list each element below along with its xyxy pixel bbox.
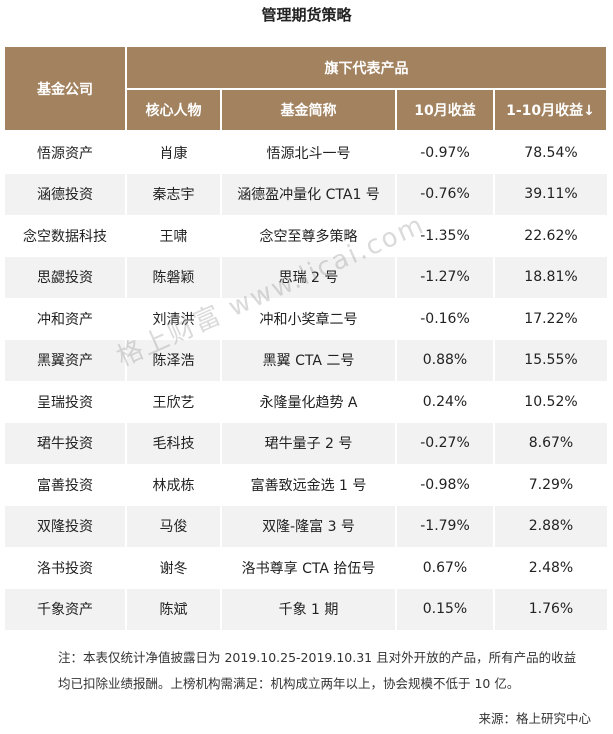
table-cell: -0.16%: [395, 298, 494, 340]
table-cell: 黑翼 CTA 二号: [220, 339, 396, 381]
table-cell: -0.98%: [395, 464, 494, 506]
table-cell: 15.55%: [493, 339, 607, 381]
table-row: 富善投资 林成栋 富善致远金选 1 号 -0.98% 7.29%: [3, 464, 607, 506]
table-cell: 10.52%: [493, 381, 607, 423]
header-cell: 基金简称: [220, 88, 397, 132]
table-cell: 永隆量化趋势 A: [220, 381, 396, 423]
table-cell: -1.27%: [395, 256, 494, 298]
table-cell: 洛书投资: [3, 547, 126, 589]
header-cell: 10月收益: [395, 88, 495, 132]
table-row: 千象资产 陈斌 千象 1 期 0.15% 1.76%: [3, 588, 607, 630]
table-cell: -1.35%: [395, 215, 494, 257]
table-cell: 富善投资: [3, 464, 126, 506]
table-cell: 8.67%: [493, 422, 607, 464]
table-cell: 冲和资产: [3, 298, 126, 340]
table-cell: -1.79%: [395, 505, 494, 547]
table-cell: 0.88%: [395, 339, 494, 381]
table-cell: 刘清洪: [125, 298, 221, 340]
table-cell: 林成栋: [125, 464, 221, 506]
title: 管理期货策略: [261, 6, 352, 24]
table-cell: 思勰投资: [3, 256, 126, 298]
table-row: 思勰投资 陈磐颖 思瑞 2 号 -1.27% 18.81%: [3, 256, 607, 298]
table-cell: 22.62%: [493, 215, 607, 257]
table-cell: 千象资产: [3, 588, 126, 630]
table-row: 冲和资产 刘清洪 冲和小奖章二号 -0.16% 17.22%: [3, 298, 607, 340]
table-cell: 2.48%: [493, 547, 607, 589]
table-cell: 王欣艺: [125, 381, 221, 423]
table-cell: 0.15%: [395, 588, 494, 630]
table-cell: 2.88%: [493, 505, 607, 547]
table-cell: 陈磐颖: [125, 256, 221, 298]
table-cell: -0.76%: [395, 173, 494, 215]
table-cell: 洛书尊享 CTA 拾伍号: [220, 547, 396, 589]
table-cell: 秦志宇: [125, 173, 221, 215]
header-cell: 基金公司: [3, 45, 127, 132]
table-cell: 陈斌: [125, 588, 221, 630]
table-cell: 念空数据科技: [3, 215, 126, 257]
table-cell: -0.27%: [395, 422, 494, 464]
table-row: 珺牛投资 毛科技 珺牛量子 2 号 -0.27% 8.67%: [3, 422, 607, 464]
table-cell: 呈瑞投资: [3, 381, 126, 423]
table-cell: 陈泽浩: [125, 339, 221, 381]
table-cell: 涵德盈冲量化 CTA1 号: [220, 173, 396, 215]
table-cell: 马俊: [125, 505, 221, 547]
table-cell: 珺牛量子 2 号: [220, 422, 396, 464]
table-cell: 0.24%: [395, 381, 494, 423]
table-cell: 思瑞 2 号: [220, 256, 396, 298]
table-cell: 0.67%: [395, 547, 494, 589]
header-cell: 1-10月收益↓: [493, 88, 608, 132]
table-cell: 念空至尊多策略: [220, 215, 396, 257]
table-cell: 富善致远金选 1 号: [220, 464, 396, 506]
table-row: 双隆投资 马俊 双隆-隆富 3 号 -1.79% 2.88%: [3, 505, 607, 547]
table-cell: 39.11%: [493, 173, 607, 215]
table: 基金公司 旗下代表产品 核心人物 基金简称 10月收益 1-10月收益↓ 悟源资产 肖康悟…: [3, 45, 608, 630]
table-row: 涵德投资 秦志宇 涵德盈冲量化 CTA1 号 -0.76% 39.11%: [3, 173, 607, 215]
table-cell: 王啸: [125, 215, 221, 257]
table-cell: 1.76%: [493, 588, 607, 630]
table-cell: 18.81%: [493, 256, 607, 298]
table-cell: 黑翼资产: [3, 339, 126, 381]
header-cell: 核心人物: [125, 88, 222, 132]
table-row: 呈瑞投资 王欣艺 永隆量化趋势 A 0.24% 10.52%: [3, 381, 607, 423]
table-cell: 双隆投资: [3, 505, 126, 547]
table-cell: 千象 1 期: [220, 588, 396, 630]
table-cell: 悟源北斗一号: [220, 131, 396, 174]
table-cell: -0.97%: [395, 131, 494, 174]
table-cell: 悟源资产: [3, 131, 126, 174]
table-cell: 珺牛投资: [3, 422, 126, 464]
note: 注：本表仅统计净值披露日为 2019.10.25-2019.10.31 且对外开…: [58, 650, 577, 691]
table-cell: 谢冬: [125, 547, 221, 589]
table-row: 黑翼资产 陈泽浩 黑翼 CTA 二号 0.88% 15.55%: [3, 339, 607, 381]
table-row: 悟源资产 肖康 悟源北斗一号 -0.97% 78.54%: [3, 131, 607, 174]
source: 来源：格上研究中心: [478, 711, 591, 726]
table-cell: 涵德投资: [3, 173, 126, 215]
table-cell: 7.29%: [493, 464, 607, 506]
table-row: 洛书投资 谢冬 洛书尊享 CTA 拾伍号 0.67% 2.48%: [3, 547, 607, 589]
table-cell: 肖康: [125, 131, 221, 174]
table-cell: 双隆-隆富 3 号: [220, 505, 396, 547]
table-cell: 78.54%: [493, 131, 607, 174]
table-cell: 毛科技: [125, 422, 221, 464]
table-row: 念空数据科技 王啸 念空至尊多策略 -1.35% 22.62%: [3, 215, 607, 257]
table-cell: 17.22%: [493, 298, 607, 340]
header-cell: 旗下代表产品: [125, 45, 608, 90]
table-cell: 冲和小奖章二号: [220, 298, 396, 340]
